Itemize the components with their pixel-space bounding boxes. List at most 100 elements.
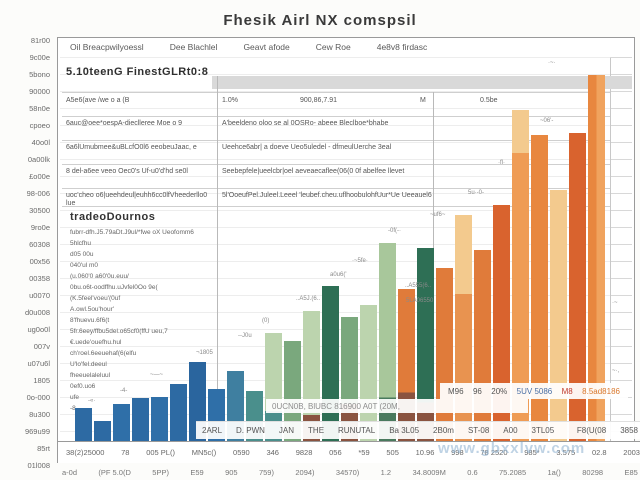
- right-axis-line: [610, 58, 611, 458]
- table-cell-value: A'beeldeno oloo se al 0OSRo- abeee Blecl…: [222, 120, 389, 127]
- legend-line: fheeuelaleluul: [70, 372, 111, 379]
- x-tick-label: 2B0m: [433, 426, 454, 435]
- table-row-border: [62, 92, 610, 93]
- bar: [322, 286, 339, 441]
- menu-item[interactable]: 4e8v8 firdasc: [376, 42, 428, 52]
- annotation-label: (0): [262, 318, 270, 324]
- overlay-value: M96: [448, 386, 464, 396]
- table-row-border: [62, 140, 610, 141]
- y-tick-label: cpoeo: [29, 121, 50, 130]
- h-gridline: [60, 142, 610, 143]
- table-cell-label: 6a6lUmubmee&uBLcfO0l6 eeobeuJaac, e: [66, 144, 197, 151]
- y-tick-label: 0a00lk: [27, 155, 50, 164]
- table-cell-value: M: [420, 97, 426, 104]
- right-axis-tick: [610, 108, 632, 109]
- subfooter-value: 0.6: [467, 468, 478, 477]
- annotation-label: ..A5J.(6..: [296, 296, 321, 302]
- overlay-value: M8: [561, 386, 573, 396]
- right-axis-tick: [610, 295, 632, 296]
- right-axis-tick: [610, 329, 632, 330]
- overlay-value: 96: [472, 386, 482, 396]
- y-tick-label: 58n0e: [29, 104, 50, 113]
- right-axis-tick: [610, 210, 632, 211]
- table-cell-value: 5l'OoeufPel.Juleel.Leeel 'leubef.cheu.uf…: [222, 192, 432, 199]
- right-axis-tick: [610, 57, 632, 58]
- table-title: 5.10teenG FinestGLRt0:8: [66, 66, 209, 78]
- bar: [417, 248, 434, 441]
- bar: [436, 268, 453, 441]
- annotation-label: ~·,: [612, 368, 620, 374]
- legend-line: 8'fhuevu.6f6(t: [70, 317, 110, 324]
- x-axis-labels-right: F8(U(08 3858: [577, 426, 638, 435]
- y-tick-label: 81r00: [30, 36, 50, 45]
- watermark: www.gbxxlvw.com: [438, 440, 586, 457]
- table-row-border: [62, 116, 610, 117]
- y-tick-label: 1805: [33, 376, 50, 385]
- subfooter-value: E85: [624, 468, 638, 477]
- footer-value: 02.8: [591, 448, 607, 457]
- y-tick-label: 60308: [29, 240, 50, 249]
- subfooter-value: 5PP): [152, 468, 169, 477]
- y-tick-label: 9ro0e: [30, 223, 50, 232]
- h-gridline: [60, 125, 610, 126]
- x-tick-label: RUNUTAL: [338, 426, 376, 435]
- h-gridline: [60, 261, 610, 262]
- menu-item[interactable]: Oil Breacpwilyoessl: [70, 42, 144, 52]
- legend-line: d05 00u: [70, 251, 94, 258]
- table-cell-value: 0.5be: [480, 97, 498, 104]
- x-tick-label: F8(U(08: [576, 426, 607, 435]
- overlay-label-strip-mid: 0UCN0B, BlUBC 816900 A0T (20M,: [266, 399, 528, 413]
- bar: [493, 205, 510, 441]
- footer-value: 0590: [233, 448, 250, 457]
- h-gridline: [60, 244, 610, 245]
- subfooter-value: 2094): [295, 468, 315, 477]
- chart-title: Fhesik Airl NX comspsil: [223, 12, 417, 29]
- annotation-label: 5u·-0-: [468, 190, 485, 196]
- annotation-label: -4-: [120, 388, 128, 394]
- table-column-divider: [217, 76, 218, 421]
- menu-item[interactable]: Geavt afode: [243, 42, 290, 52]
- subfooter-value: 1.2: [380, 468, 392, 477]
- footer-value: 985*: [524, 448, 540, 457]
- toolbar: Oil Breacpwilyoessl Dee Blachlel Geavt afo…: [70, 42, 610, 58]
- table-row-border: [62, 164, 610, 165]
- bar: [588, 75, 605, 441]
- y-tick-label: 90000: [29, 87, 50, 96]
- legend-line: 5hlcfhu: [70, 240, 91, 247]
- legend-line: €.uede'ouefhu.hul: [70, 339, 122, 346]
- footer-value-row: 38(2)25000 78 005 PL() MN5c() 0590 346 9828 056…: [58, 441, 640, 463]
- bar: [512, 110, 529, 441]
- bar: [113, 404, 130, 441]
- y-tick-label: 8u300: [29, 410, 50, 419]
- subfooter-value: (PF 5.0(D: [98, 468, 131, 477]
- footer-value: 78: [121, 448, 130, 457]
- y-tick-label: 007v: [33, 342, 50, 351]
- y-tick-label: d0u008: [24, 308, 50, 317]
- x-axis-label-strip: 2ARL D. PWN JAN THE RUNUTAL Ba 3L05 2B0m ST-08 A…: [196, 421, 640, 439]
- table-cell-label: 6auc@oee*oespA-dieclleree Moe o 9: [66, 120, 183, 127]
- bar: [151, 397, 168, 441]
- right-axis-tick: [610, 125, 632, 126]
- right-axis-tick: [610, 261, 632, 262]
- x-tick-label: 2ARL: [202, 426, 223, 435]
- x-tick-label: 3TL05: [531, 426, 555, 435]
- menu-item[interactable]: Dee Blachlel: [169, 42, 218, 52]
- y-tick-label: 9c00e: [29, 53, 50, 62]
- table-cell-label: uoc'cheo o6|ueehdeul|euhh6cc0lfVheederll…: [66, 192, 208, 207]
- bar: [284, 341, 301, 441]
- legend-line: 5fr.6eey/ffbu5del.o65cf0(ffU ueu,7: [70, 328, 168, 335]
- bar: [398, 289, 415, 441]
- legend-title: tradeoDournos: [70, 211, 156, 223]
- bar: [531, 135, 548, 441]
- table-row-border: [62, 188, 610, 189]
- annotation-label: a0u6(': [330, 272, 347, 278]
- y-tick-label: £o00e: [29, 172, 50, 181]
- overlay-value: 20%: [491, 386, 508, 396]
- right-axis-tick: [610, 193, 632, 194]
- table-row-cells: 1.0% 900,86,7.91 M 0.5be: [222, 97, 560, 104]
- bar: [170, 384, 187, 441]
- bar: [265, 333, 282, 441]
- h-gridline: [60, 176, 610, 177]
- table-row-border: [62, 206, 610, 207]
- menu-item[interactable]: Cew Roe: [315, 42, 351, 52]
